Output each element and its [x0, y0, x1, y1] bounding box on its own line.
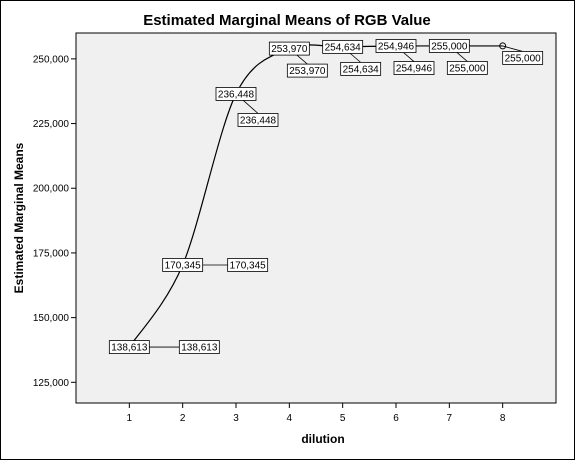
data-point [499, 42, 507, 50]
offset-label: 255,000 [449, 63, 486, 74]
offset-label-box [340, 61, 382, 76]
y-tick-label: 250,000 [33, 54, 70, 65]
offset-label: 254,634 [343, 64, 380, 75]
point-label-box [215, 87, 257, 101]
chart-title: Estimated Marginal Means of RGB Value [143, 12, 431, 29]
point-label: 255,000 [431, 41, 468, 52]
offset-label-box [237, 113, 279, 127]
offset-label-box [393, 61, 435, 75]
offset-label-box [286, 63, 328, 78]
point-label-box [268, 41, 310, 56]
point-label: 253,970 [271, 44, 308, 55]
plot-area [75, 32, 557, 404]
point-label-box [108, 340, 150, 354]
x-tick-label: 2 [180, 413, 186, 424]
x-tick-label: 8 [500, 413, 506, 424]
y-axis-title: Estimated Marginal Means [12, 142, 26, 293]
x-tick-label: 6 [393, 413, 399, 424]
y-axis: 125,000 150,000 175,000 200,000 225,000 250,0… [33, 54, 76, 389]
x-tick-label: 4 [287, 413, 293, 424]
point-label: 254,946 [378, 42, 415, 53]
offset-label: 170,345 [230, 260, 267, 271]
point-label: 254,634 [325, 42, 362, 53]
point-label: 170,345 [165, 260, 202, 271]
y-tick-label: 125,000 [33, 378, 70, 389]
point-label: 236,448 [218, 89, 255, 100]
offset-label: 255,000 [505, 53, 542, 64]
x-axis: 1 2 3 4 5 6 7 8 [127, 403, 506, 424]
offset-label-box [502, 51, 544, 65]
leader-line [502, 45, 523, 52]
offset-label-box [178, 340, 220, 354]
point-label-box [375, 39, 417, 53]
offset-label-box [446, 61, 488, 75]
y-tick-label: 225,000 [33, 119, 70, 130]
offset-label: 138,613 [181, 343, 218, 354]
point-label: 138,613 [111, 343, 148, 354]
y-tick-label: 200,000 [33, 184, 70, 195]
point-label-box [428, 39, 470, 53]
offset-label: 253,970 [289, 66, 326, 77]
data-labels: 138,613 138,613 170,345 170,345 236,448 236,4… [108, 39, 544, 354]
point-label-box [322, 39, 364, 54]
x-tick-label: 3 [233, 413, 239, 424]
offset-label-box [227, 258, 269, 272]
x-tick-label: 1 [127, 413, 133, 424]
x-tick-label: 5 [340, 413, 346, 424]
y-tick-label: 175,000 [33, 248, 70, 259]
y-tick-label: 150,000 [33, 313, 70, 324]
offset-label: 236,448 [240, 115, 277, 126]
offset-label: 254,946 [396, 64, 433, 75]
x-axis-title: dilution [301, 432, 344, 446]
point-label-box [162, 258, 204, 272]
x-tick-label: 7 [447, 413, 453, 424]
